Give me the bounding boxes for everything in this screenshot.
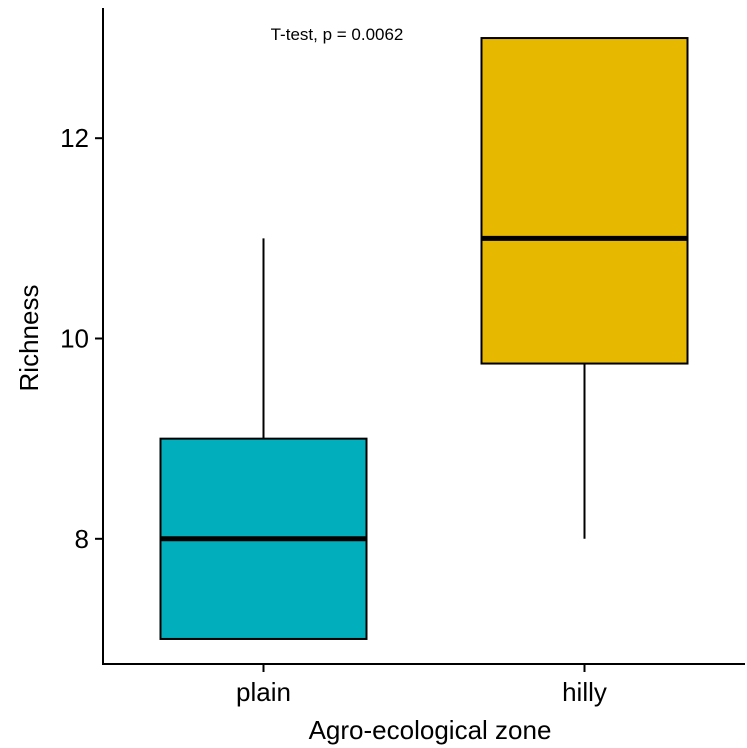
y-tick-label-10: 10 (60, 324, 89, 354)
x-ticks-layer: plain hilly (236, 664, 607, 707)
x-tick-label-hilly: hilly (562, 677, 607, 707)
y-tick-label-12: 12 (60, 123, 89, 153)
x-tick-label-plain: plain (236, 677, 291, 707)
y-tick-label-8: 8 (75, 524, 89, 554)
t-test-annotation: T-test, p = 0.0062 (271, 25, 404, 44)
x-axis-title: Agro-ecological zone (309, 715, 552, 745)
box-hilly (480, 37, 689, 539)
box-plain (159, 238, 368, 640)
y-axis-title: Richness (14, 285, 44, 392)
y-ticks-layer: 8 10 12 (60, 123, 103, 554)
boxes-layer (159, 37, 689, 640)
iqr-box-hilly (480, 37, 689, 365)
